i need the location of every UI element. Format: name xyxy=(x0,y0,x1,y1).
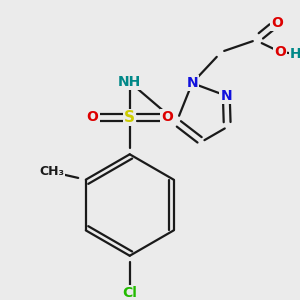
Text: NH: NH xyxy=(118,75,141,89)
Text: N: N xyxy=(220,89,232,103)
Text: O: O xyxy=(274,45,286,59)
Text: O: O xyxy=(271,16,283,30)
Text: O: O xyxy=(161,110,173,124)
Text: H: H xyxy=(290,47,300,61)
Text: S: S xyxy=(124,110,135,125)
Text: Cl: Cl xyxy=(122,286,137,300)
Text: N: N xyxy=(186,76,198,90)
Text: O: O xyxy=(87,110,99,124)
Text: CH₃: CH₃ xyxy=(39,165,64,178)
